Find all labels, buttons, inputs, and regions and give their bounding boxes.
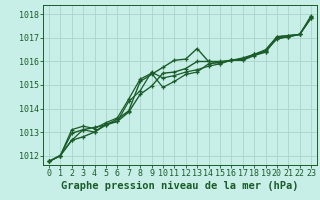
X-axis label: Graphe pression niveau de la mer (hPa): Graphe pression niveau de la mer (hPa) bbox=[61, 181, 299, 191]
